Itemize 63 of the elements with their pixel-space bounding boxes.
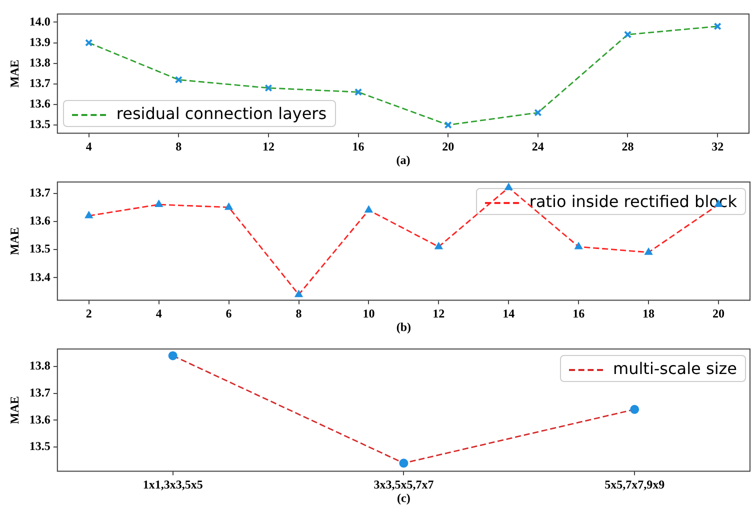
point — [354, 88, 362, 96]
x-tick-label: 8 — [176, 139, 182, 154]
x-tick-label: 18 — [642, 306, 655, 320]
x-axis-title: (c) — [397, 490, 410, 505]
point — [504, 183, 513, 190]
x-tick-label: 6 — [226, 306, 232, 320]
y-tick-label: 13.7 — [29, 76, 50, 90]
point — [399, 458, 408, 468]
point — [644, 248, 653, 255]
point — [534, 108, 542, 116]
x-tick-label: 16 — [572, 306, 585, 320]
y-tick-label: 13.6 — [29, 213, 50, 228]
y-tick-label: 13.4 — [29, 270, 50, 284]
x-tick-label: 16 — [352, 139, 364, 154]
point — [624, 30, 632, 38]
point — [444, 121, 452, 129]
x-tick-label: 24 — [532, 139, 544, 154]
point — [85, 38, 93, 47]
x-axis-title: (a) — [396, 152, 410, 167]
x-tick-label: 32 — [712, 139, 724, 154]
x-tick-label: 2 — [86, 306, 92, 320]
x-tick-label: 8 — [296, 306, 302, 320]
y-tick-label: 13.8 — [29, 55, 50, 70]
x-tick-label: 4 — [86, 139, 92, 154]
y-tick-label: 13.6 — [29, 412, 50, 426]
y-tick-label: 13.5 — [29, 117, 50, 132]
y-tick-label: 13.5 — [29, 242, 50, 256]
x-tick-label: 1x1,3x3,5x5 — [142, 477, 203, 492]
y-axis-title: MAE — [7, 396, 22, 424]
y-tick-label: 14.0 — [29, 14, 50, 28]
y-tick-label: 13.8 — [29, 358, 50, 373]
y-tick-label: 13.7 — [29, 185, 50, 200]
x-tick-label: 14 — [502, 306, 515, 320]
x-tick-label: 3x3,5x5,7x7 — [374, 477, 434, 492]
y-tick-label: 13.5 — [29, 439, 50, 454]
x-tick-label: 12 — [262, 139, 274, 154]
point — [714, 22, 722, 30]
x-tick-label: 20 — [712, 306, 725, 320]
point — [154, 200, 163, 208]
point — [174, 76, 182, 84]
x-tick-label: 12 — [432, 306, 445, 320]
point — [364, 206, 373, 213]
point — [574, 242, 583, 250]
x-tick-label: 4 — [156, 306, 162, 320]
legend-label: multi-scale size — [613, 359, 737, 378]
y-axis-title: MAE — [7, 227, 22, 256]
y-axis-title: MAE — [7, 60, 22, 88]
point — [264, 84, 272, 92]
x-tick-label: 28 — [622, 139, 634, 154]
point — [630, 404, 640, 414]
legend-label: residual connection layers — [116, 104, 327, 124]
point — [84, 211, 93, 218]
x-tick-label: 5x5,7x7,9x9 — [604, 477, 665, 492]
y-tick-label: 13.7 — [29, 385, 50, 400]
x-tick-label: 20 — [442, 139, 454, 154]
point — [168, 351, 178, 360]
point — [434, 242, 443, 250]
point — [294, 290, 303, 298]
point — [224, 202, 233, 210]
x-axis-title: (b) — [396, 320, 412, 334]
x-tick-label: 10 — [362, 306, 375, 320]
y-tick-label: 13.9 — [29, 34, 50, 49]
y-tick-label: 13.6 — [29, 96, 50, 111]
